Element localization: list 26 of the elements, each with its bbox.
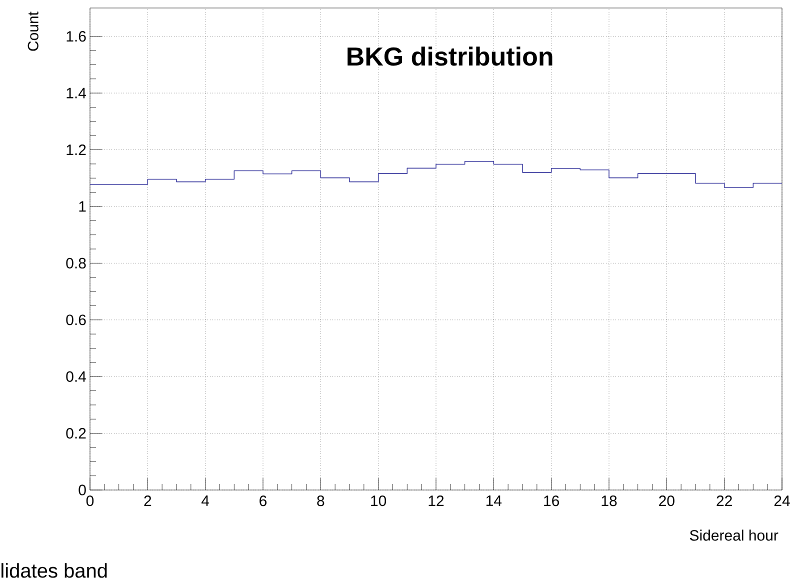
y-tick-label: 0.2 [66,428,86,439]
x-tick-label: 4 [202,496,210,506]
x-tick-label: 16 [544,496,560,506]
y-tick-label: 0.8 [66,258,86,268]
x-tick-label: 8 [317,496,324,506]
x-tick-label: 22 [716,496,732,506]
x-tick-label: 10 [371,496,386,506]
x-tick-label: 14 [486,496,502,506]
y-tick-label: 1.6 [66,31,86,42]
y-tick-label: 1.4 [66,88,86,98]
x-tick-label: 0 [86,496,94,506]
y-tick-label: 1 [79,201,86,212]
x-tick-label: 6 [260,496,267,506]
x-tick-label: 24 [774,496,790,506]
x-tick-label: 20 [659,496,674,506]
text: BKG distribution [348,46,552,66]
y-tick-label: 0.4 [66,371,86,382]
y-tick-label: 0.6 [66,314,86,326]
text: lidates band [2,563,107,578]
y-tick-label: 1.2 [66,144,86,155]
y-axis-title: Count [28,12,38,51]
x-tick-label: 18 [602,496,617,506]
x-tick-label: 12 [428,496,444,506]
y-tick-label: 0 [78,484,86,496]
x-axis-title: Sidereal hour [690,530,778,541]
x-tick-label: 2 [144,496,152,506]
